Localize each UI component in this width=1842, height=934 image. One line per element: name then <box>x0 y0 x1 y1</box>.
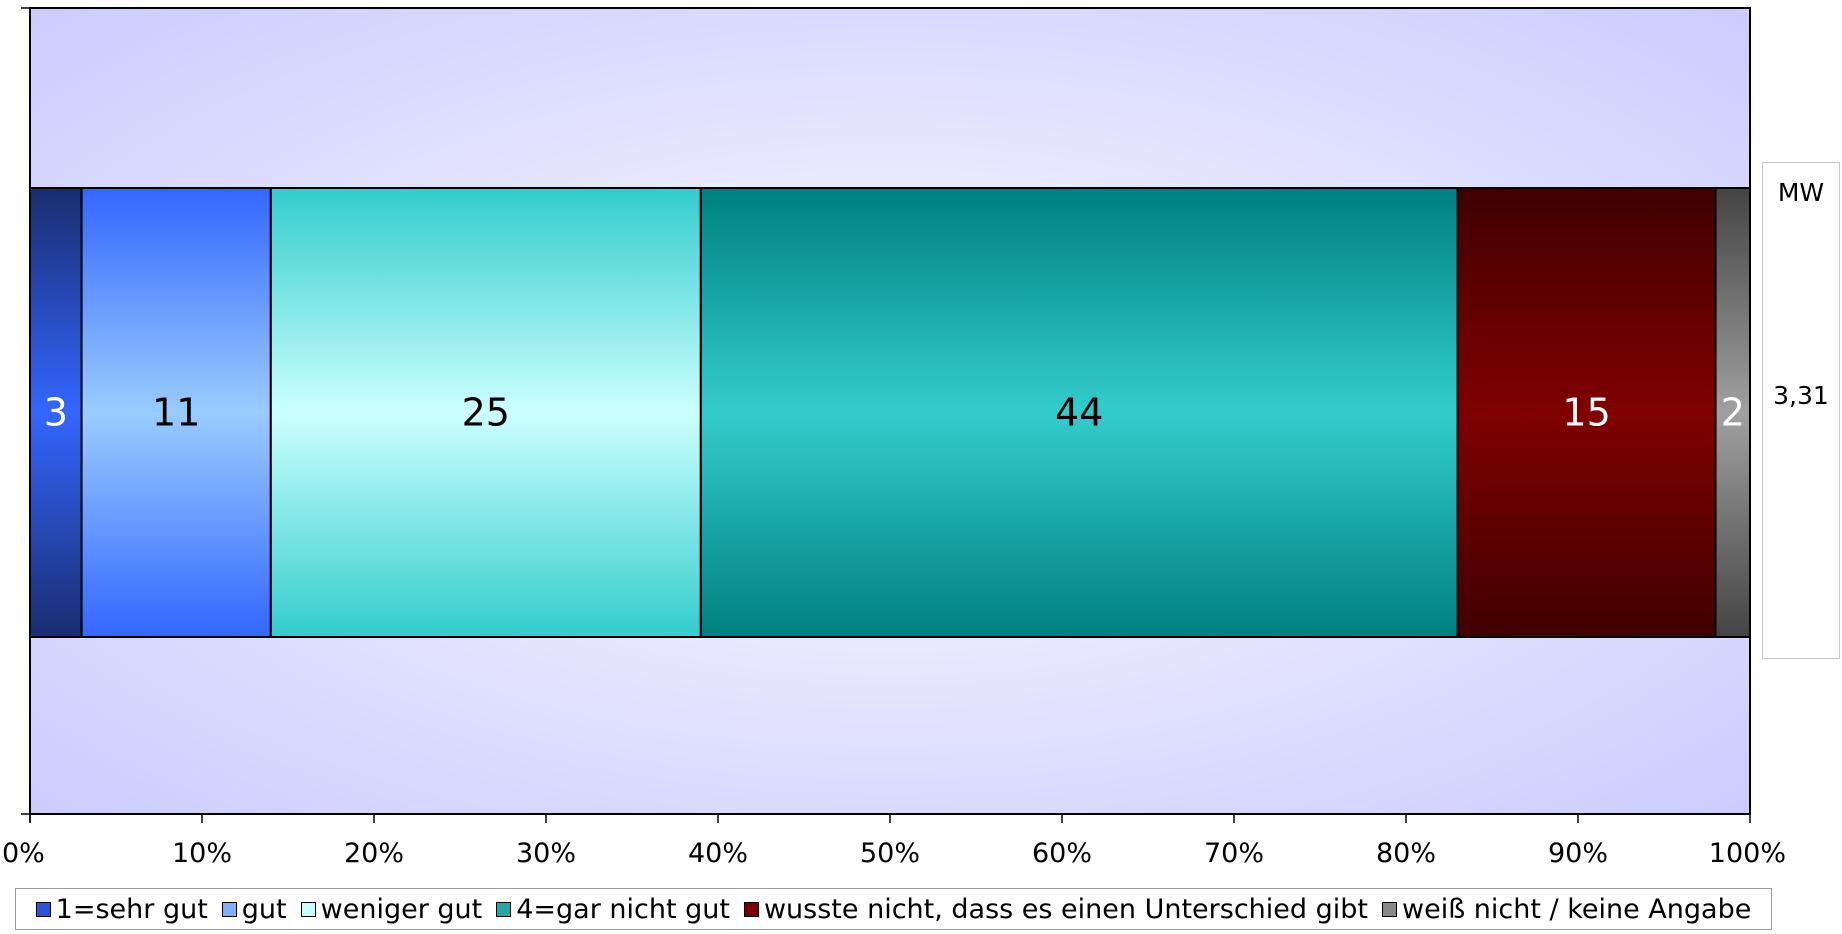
bar-segment-1 <box>29 187 83 638</box>
data-label-4: 44 <box>1055 391 1103 435</box>
data-label-3: 25 <box>462 391 510 435</box>
legend-item-5: wusste nicht, dass es einen Unterschied … <box>743 893 1368 925</box>
legend-swatch-4 <box>496 901 512 917</box>
mean-value: 3,31 <box>1773 381 1829 410</box>
x-tick-label-6: 60% <box>1032 838 1092 869</box>
x-tick-label-1: 10% <box>172 838 232 869</box>
x-tick-label-8: 80% <box>1376 838 1436 869</box>
legend-item-4: 4=gar nicht gut <box>496 894 730 925</box>
mean-header: MW <box>1777 178 1825 207</box>
legend-swatch-6 <box>1382 901 1397 917</box>
legend-swatch-1 <box>35 901 51 917</box>
legend: 1=sehr gut gut weniger gut 4=gar nicht gut w… <box>15 888 1772 930</box>
legend-item-1: 1=sehr gut <box>35 893 208 925</box>
legend-label-2: gut <box>241 893 287 925</box>
bar-segment-6 <box>1714 187 1751 638</box>
mean-value-box: MW 3,31 <box>1762 162 1840 659</box>
legend-label-5: wusste nicht, dass es einen Unterschied … <box>763 893 1368 925</box>
legend-item-2: gut <box>221 893 287 925</box>
x-tick-label-0: 0% <box>2 838 45 869</box>
bar-segment-2 <box>80 187 272 638</box>
x-tick-label-7: 70% <box>1204 838 1264 869</box>
legend-label-6: weiß nicht / keine Angabe <box>1402 893 1752 925</box>
bar-segment-4 <box>699 187 1459 638</box>
x-tick-label-3: 30% <box>516 838 576 869</box>
x-axis: 0% 10% 20% 30% 40% 50% 60% 70% 80% 90% 100% <box>2 7 1786 869</box>
bar-segment-5 <box>1456 187 1717 638</box>
x-tick-label-5: 50% <box>860 838 920 869</box>
bar-segments: 3 11 25 44 15 2 <box>29 187 1751 638</box>
legend-swatch-5 <box>743 901 759 917</box>
x-tick-label-4: 40% <box>688 838 748 869</box>
data-label-1: 3 <box>44 391 68 435</box>
bar-segment-3 <box>269 187 702 638</box>
data-label-5: 15 <box>1562 391 1610 435</box>
legend-label-3: weniger gut <box>320 893 483 925</box>
data-label-2: 11 <box>152 391 200 435</box>
legend-swatch-3 <box>300 901 316 917</box>
legend-label-4: 4=gar nicht gut <box>516 893 730 925</box>
x-tick-label-2: 20% <box>344 838 404 869</box>
x-tick-label-9: 90% <box>1548 838 1608 869</box>
legend-item-3: weniger gut <box>300 893 483 925</box>
legend-item-6: weiß nicht / keine Angabe <box>1382 894 1751 925</box>
data-label-6: 2 <box>1721 391 1745 435</box>
legend-swatch-2 <box>221 901 237 917</box>
x-tick-label-10: 100% <box>1709 838 1786 869</box>
legend-label-1: 1=sehr gut <box>55 893 208 925</box>
